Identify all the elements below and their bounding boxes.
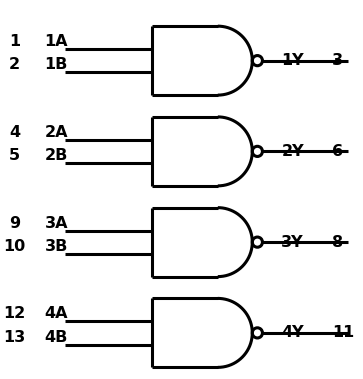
Text: 3: 3 — [332, 53, 343, 68]
Text: 6: 6 — [332, 144, 343, 159]
Text: 4Y: 4Y — [281, 326, 304, 340]
Text: 12: 12 — [3, 306, 26, 321]
Text: 3B: 3B — [45, 239, 68, 254]
Text: 3A: 3A — [45, 216, 68, 230]
Text: 4A: 4A — [45, 306, 68, 321]
Text: 2: 2 — [9, 57, 20, 72]
Text: 10: 10 — [3, 239, 26, 254]
Text: 9: 9 — [9, 216, 20, 230]
Text: 2B: 2B — [45, 148, 68, 163]
Text: 1Y: 1Y — [281, 53, 304, 68]
Text: 1B: 1B — [45, 57, 68, 72]
Text: 4: 4 — [9, 125, 20, 140]
Text: 3Y: 3Y — [281, 235, 304, 250]
Text: 4B: 4B — [45, 329, 68, 345]
Text: 1A: 1A — [45, 34, 68, 49]
Text: 2A: 2A — [45, 125, 68, 140]
Text: 2Y: 2Y — [281, 144, 304, 159]
Text: 13: 13 — [3, 329, 26, 345]
Text: 1: 1 — [9, 34, 20, 49]
Text: 5: 5 — [9, 148, 20, 163]
Text: 11: 11 — [332, 326, 354, 340]
Text: 8: 8 — [332, 235, 343, 250]
